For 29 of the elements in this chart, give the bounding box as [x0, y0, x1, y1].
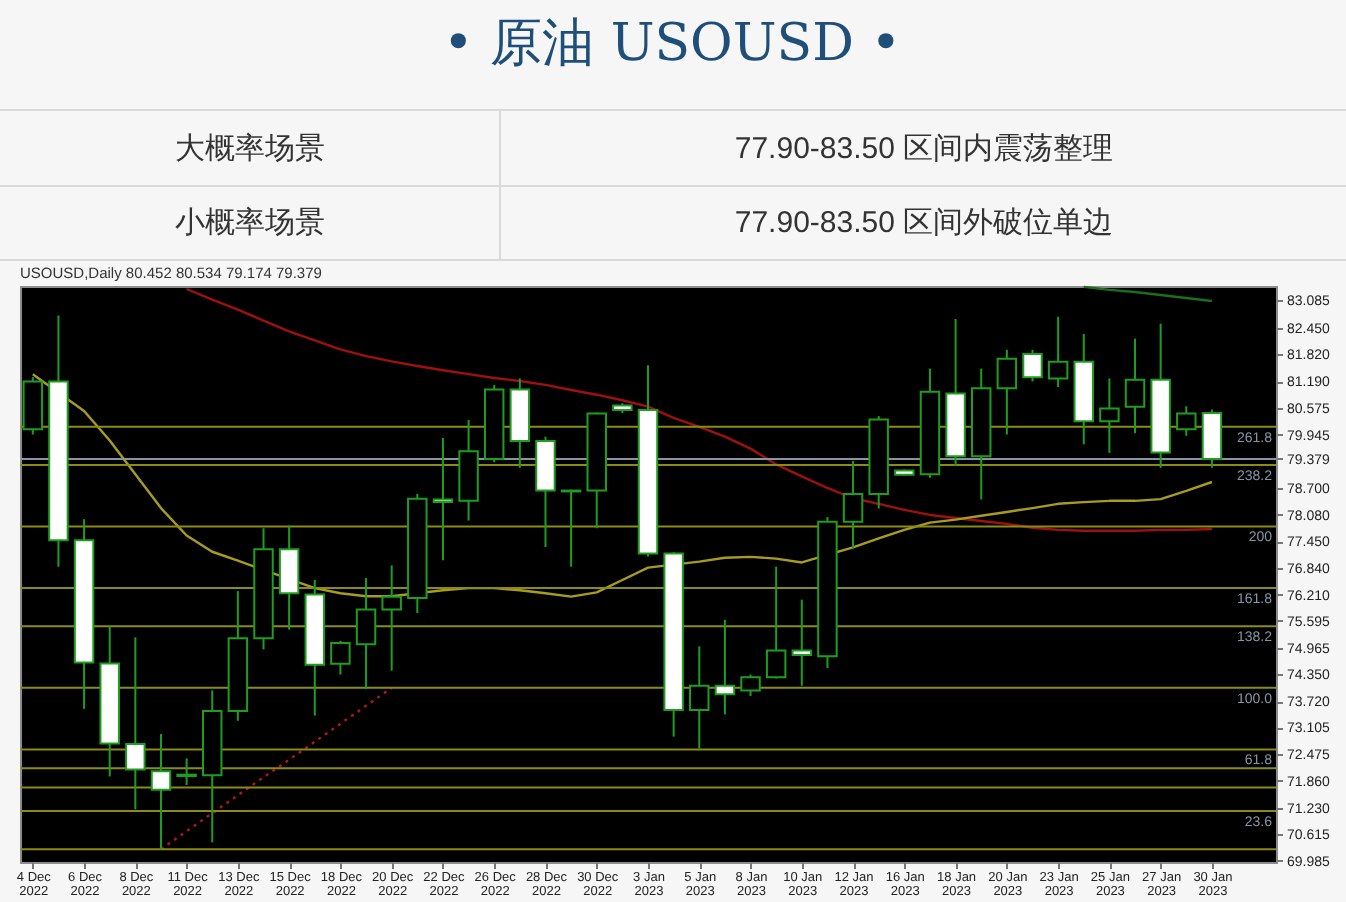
- line-series: [1082, 285, 1214, 303]
- candlestick: [150, 733, 172, 851]
- text: 77.90-83.50 区间内震荡整理: [734, 132, 1114, 166]
- candlestick: [1124, 337, 1146, 435]
- candlestick: [791, 598, 813, 687]
- candlestick: [330, 639, 351, 676]
- candlestick: [125, 636, 146, 811]
- candlestick: [278, 524, 300, 631]
- candlestick: [740, 673, 761, 697]
- chart-title: • 原油 USOUSD •: [442, 14, 902, 74]
- candlestick: [355, 576, 377, 691]
- text: 77.90-83.50 区间外破位单边: [734, 206, 1114, 240]
- candlestick: [714, 618, 736, 716]
- candlestick: [381, 564, 402, 672]
- candlestick: [1201, 408, 1223, 469]
- candlestick: [1022, 348, 1043, 383]
- candlestick: [842, 460, 864, 550]
- candlestick: [1047, 315, 1069, 388]
- candlestick: [996, 348, 1018, 436]
- line-series: [159, 686, 393, 851]
- text: 大概率场景: [175, 132, 325, 166]
- candlestick: [1176, 405, 1197, 437]
- candlestick: [176, 757, 197, 786]
- candlestick: [689, 645, 710, 750]
- candlestick: [765, 565, 787, 680]
- text: 小概率场景: [175, 206, 325, 240]
- candlestick: [1099, 377, 1120, 454]
- line-series: [185, 287, 1214, 532]
- candlestick: [432, 436, 454, 562]
